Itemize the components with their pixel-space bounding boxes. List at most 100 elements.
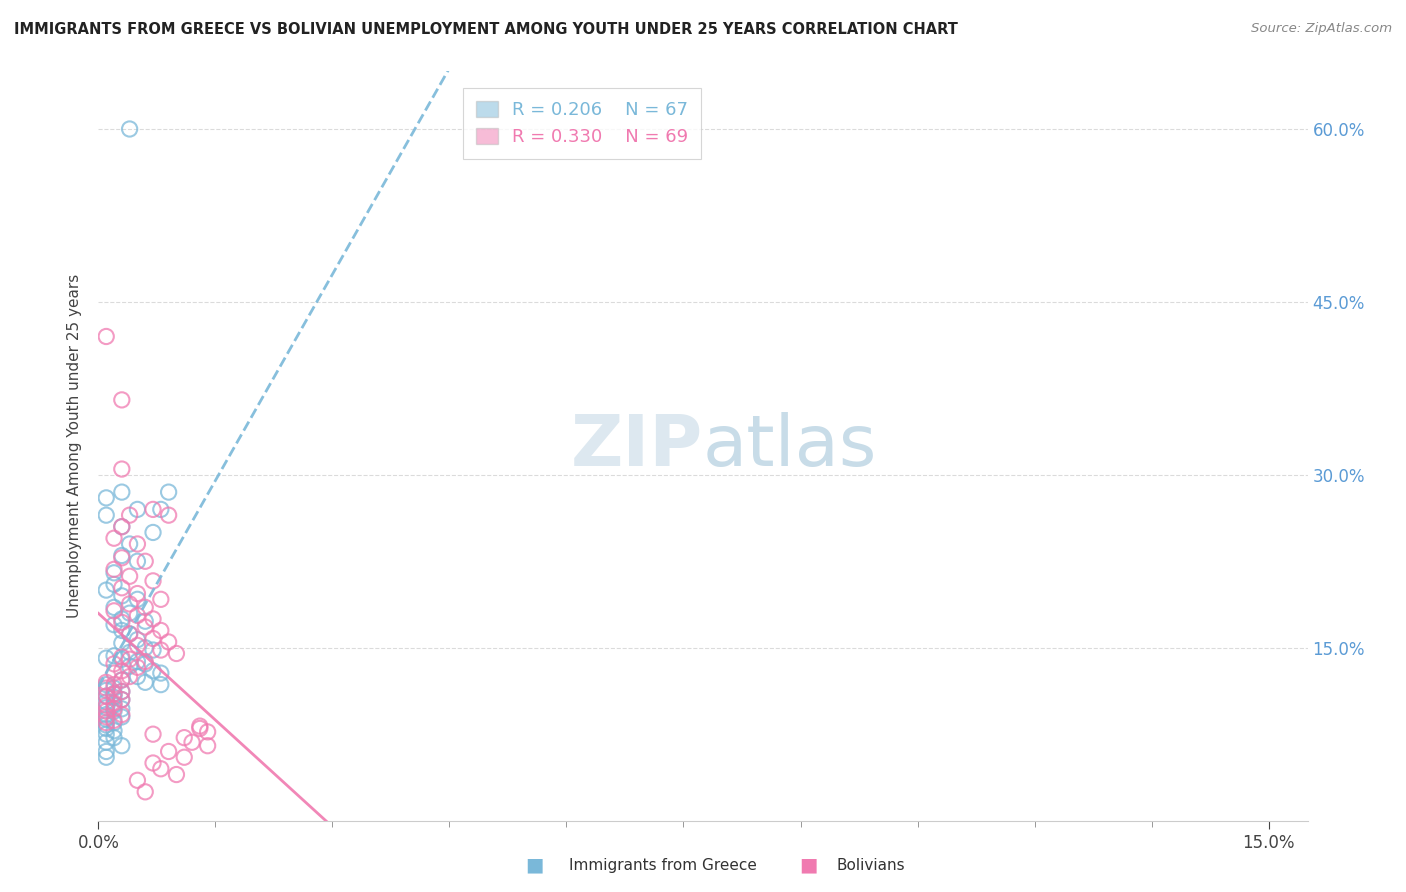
Point xyxy=(111,624,134,638)
Point xyxy=(96,508,118,523)
Point xyxy=(103,723,125,738)
Point xyxy=(173,731,195,745)
Point xyxy=(103,698,125,713)
Point xyxy=(134,554,156,568)
Point xyxy=(111,649,134,664)
Point xyxy=(118,669,141,683)
Point xyxy=(188,719,211,733)
Point xyxy=(111,581,134,595)
Point xyxy=(96,678,118,692)
Point xyxy=(118,597,141,611)
Point xyxy=(127,773,149,788)
Point xyxy=(134,657,156,671)
Point xyxy=(118,569,141,583)
Point xyxy=(96,689,118,703)
Point xyxy=(118,537,141,551)
Point xyxy=(118,122,141,136)
Point xyxy=(127,639,149,653)
Point xyxy=(103,714,125,728)
Point xyxy=(149,624,172,638)
Point xyxy=(103,687,125,701)
Point xyxy=(111,710,134,724)
Point xyxy=(149,502,172,516)
Y-axis label: Unemployment Among Youth under 25 years: Unemployment Among Youth under 25 years xyxy=(67,274,83,618)
Point xyxy=(127,592,149,607)
Point xyxy=(127,608,149,623)
Point xyxy=(96,675,118,690)
Point xyxy=(127,669,149,683)
Point xyxy=(111,684,134,698)
Point xyxy=(96,735,118,749)
Point xyxy=(118,652,141,666)
Point xyxy=(118,606,141,620)
Text: Immigrants from Greece: Immigrants from Greece xyxy=(569,858,758,872)
Point xyxy=(118,627,141,641)
Point xyxy=(127,502,149,516)
Point xyxy=(96,715,118,730)
Point xyxy=(103,657,125,671)
Point xyxy=(165,647,187,661)
Point xyxy=(96,695,118,709)
Point xyxy=(103,678,125,692)
Point xyxy=(103,531,125,545)
Point xyxy=(111,519,134,533)
Point xyxy=(142,574,165,588)
Point xyxy=(134,655,156,669)
Point xyxy=(103,577,125,591)
Point xyxy=(111,702,134,716)
Point xyxy=(149,643,172,657)
Text: IMMIGRANTS FROM GREECE VS BOLIVIAN UNEMPLOYMENT AMONG YOUTH UNDER 25 YEARS CORRE: IMMIGRANTS FROM GREECE VS BOLIVIAN UNEMP… xyxy=(14,22,957,37)
Legend: R = 0.206    N = 67, R = 0.330    N = 69: R = 0.206 N = 67, R = 0.330 N = 69 xyxy=(464,88,700,159)
Point xyxy=(118,627,141,641)
Point xyxy=(111,392,134,407)
Text: ZIP: ZIP xyxy=(571,411,703,481)
Point xyxy=(96,744,118,758)
Point xyxy=(142,612,165,626)
Point xyxy=(181,735,204,749)
Point xyxy=(103,566,125,580)
Point xyxy=(111,692,134,706)
Point xyxy=(142,525,165,540)
Point xyxy=(111,485,134,500)
Point xyxy=(103,690,125,705)
Point xyxy=(134,675,156,690)
Point xyxy=(103,562,125,576)
Point xyxy=(111,652,134,666)
Point xyxy=(134,640,156,655)
Text: atlas: atlas xyxy=(703,411,877,481)
Point xyxy=(111,462,134,476)
Point xyxy=(96,683,118,698)
Point xyxy=(103,648,125,663)
Point xyxy=(149,592,172,607)
Point xyxy=(96,722,118,736)
Point xyxy=(118,508,141,523)
Point xyxy=(103,715,125,730)
Text: Source: ZipAtlas.com: Source: ZipAtlas.com xyxy=(1251,22,1392,36)
Point xyxy=(157,635,180,649)
Point xyxy=(127,586,149,600)
Point xyxy=(118,659,141,673)
Point xyxy=(96,712,118,726)
Point xyxy=(103,704,125,718)
Text: ■: ■ xyxy=(799,855,818,875)
Point xyxy=(103,702,125,716)
Point xyxy=(134,785,156,799)
Point xyxy=(188,722,211,736)
Point xyxy=(111,550,134,565)
Point xyxy=(111,612,134,626)
Point xyxy=(103,681,125,695)
Point xyxy=(111,707,134,722)
Point xyxy=(111,636,134,650)
Point xyxy=(118,645,141,659)
Point xyxy=(96,727,118,741)
Point xyxy=(142,643,165,657)
Point xyxy=(127,537,149,551)
Point xyxy=(127,632,149,647)
Point xyxy=(173,750,195,764)
Point xyxy=(142,727,165,741)
Point xyxy=(197,739,219,753)
Point xyxy=(96,329,118,343)
Point xyxy=(103,731,125,745)
Point xyxy=(157,508,180,523)
Point xyxy=(142,632,165,646)
